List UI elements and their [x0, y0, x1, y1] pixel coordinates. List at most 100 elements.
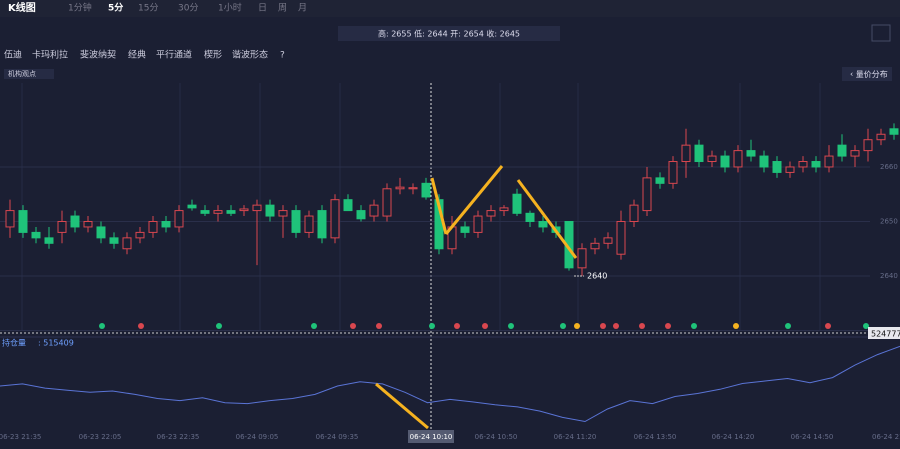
badge: 机构观点	[8, 69, 36, 78]
candle-body	[291, 210, 301, 233]
signal-marker	[665, 323, 671, 329]
arrow	[516, 179, 578, 259]
candle-body	[395, 186, 405, 190]
badge-box[interactable]	[4, 69, 54, 79]
candle-body	[200, 210, 210, 214]
candle-body	[603, 237, 613, 244]
candle-body	[70, 215, 80, 228]
period-tab[interactable]: 1分钟	[68, 2, 92, 14]
candle-body	[837, 144, 847, 157]
candle-body	[135, 231, 145, 239]
period-tab[interactable]: 日	[258, 3, 267, 14]
side-button-label: 量价分布	[856, 69, 888, 79]
candle-body	[772, 161, 782, 173]
period-tab[interactable]: 30分	[178, 3, 198, 14]
candle-body	[746, 150, 756, 157]
candle-body	[538, 220, 548, 228]
candle-body	[265, 204, 275, 217]
candle-body	[512, 193, 522, 214]
candle-body	[187, 204, 197, 209]
candle-body	[616, 220, 626, 255]
candle-body	[525, 212, 535, 222]
tool[interactable]: ?	[280, 51, 285, 61]
candle-body	[239, 208, 249, 212]
candle-body	[460, 226, 470, 233]
info-box	[338, 26, 560, 41]
candle-body	[720, 155, 730, 168]
info-text: 高: 2655 低: 2644 开: 2654 收: 2645	[378, 29, 520, 39]
candle-body	[707, 155, 717, 163]
candle-body	[590, 242, 600, 250]
signal-marker	[99, 323, 105, 329]
candle-body	[824, 155, 834, 168]
signal-marker	[482, 323, 488, 329]
candle-body	[863, 139, 873, 152]
candle-body	[850, 150, 860, 157]
tool[interactable]: 楔形	[204, 49, 222, 61]
candle-body	[252, 204, 262, 212]
candle-body	[57, 220, 67, 233]
candle-body	[382, 188, 392, 217]
candle-body	[473, 215, 483, 233]
candle-body	[369, 204, 379, 217]
candle-body	[577, 248, 587, 269]
signal-marker	[613, 323, 619, 329]
x-tick-label: 06-24 14:50	[791, 433, 834, 441]
candle-body	[317, 210, 327, 239]
x-tick-label: 06-24 10:10	[410, 433, 453, 441]
tool[interactable]: 卡玛利拉	[32, 49, 68, 61]
period-tab[interactable]: 周	[278, 3, 287, 14]
oi-cursor: 524777	[871, 330, 900, 339]
tool[interactable]: 伍迪	[4, 49, 22, 61]
tool[interactable]: 斐波纳契	[80, 49, 116, 61]
tool[interactable]: 经典	[128, 49, 146, 61]
signal-marker	[350, 323, 356, 329]
side-button: ‹ 量价分布	[850, 69, 888, 79]
arrow	[375, 382, 429, 430]
period-tab[interactable]: 15分	[138, 3, 158, 14]
period-tab[interactable]: 月	[298, 3, 307, 14]
y-tick-label: 2650	[880, 217, 898, 225]
candle-body	[161, 220, 171, 228]
candle-body	[798, 161, 808, 168]
x-tick-label: 06-24 10:50	[475, 433, 518, 441]
arrow	[430, 177, 448, 235]
candle-body	[694, 144, 704, 163]
tool[interactable]: 平行通道	[156, 49, 192, 61]
candle-body	[148, 220, 158, 233]
signal-marker	[600, 323, 606, 329]
oi-value: : 515409	[38, 339, 74, 348]
signal-marker	[574, 323, 580, 329]
candle-body	[31, 231, 41, 239]
x-tick-label: 06-24 13:50	[634, 433, 677, 441]
candle-body	[408, 187, 418, 190]
candle-body	[889, 128, 899, 135]
signal-marker	[733, 323, 739, 329]
signal-marker	[639, 323, 645, 329]
candle-body	[356, 210, 366, 220]
x-tick-label: 06-24 09:35	[316, 433, 359, 441]
candle-body	[226, 210, 236, 214]
candle-body	[642, 177, 652, 212]
candle-body	[733, 150, 743, 168]
collapse-button[interactable]	[871, 24, 891, 42]
candle-body	[421, 182, 431, 198]
signal-marker	[785, 323, 791, 329]
candle-body	[304, 215, 314, 233]
period-tab[interactable]: 5分	[108, 2, 123, 14]
price-label: 2640	[587, 272, 607, 281]
period-tab[interactable]: 1小时	[218, 2, 242, 14]
candle-body	[83, 220, 93, 228]
tool[interactable]: 谐波形态	[232, 49, 268, 61]
signal-marker	[376, 323, 382, 329]
x-tick-label: 06-24 11:20	[554, 433, 597, 441]
signal-marker	[863, 323, 869, 329]
candle-body	[122, 237, 132, 250]
side-button-box[interactable]	[842, 67, 892, 81]
x-tick-label: 06-23 21:35	[0, 433, 41, 441]
candle-body	[278, 210, 288, 217]
x-cursor-box	[408, 430, 454, 443]
signal-marker	[216, 323, 222, 329]
